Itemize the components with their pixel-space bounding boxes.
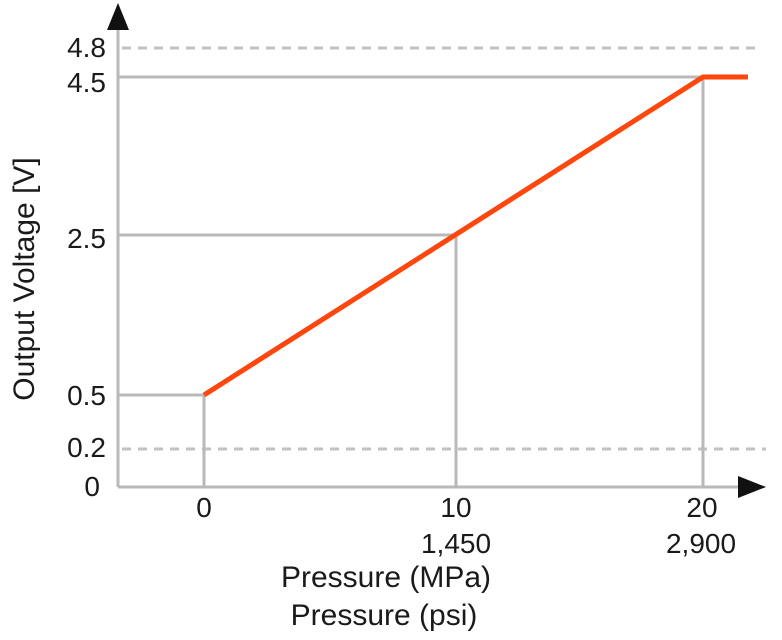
y-tick-label: 4.5 — [67, 67, 106, 98]
y-axis-title: Output Voltage [V] — [8, 157, 41, 401]
x-tick-label: 1,450 — [420, 528, 492, 559]
x-axis-title-mpa: Pressure (MPa) — [280, 561, 492, 594]
output-voltage-line — [202, 74, 748, 398]
y-axis-arrow-icon — [107, 3, 129, 30]
x-tick-label: 10 — [440, 492, 472, 523]
y-tick-label: 0 — [84, 471, 100, 502]
y-tick-label: 4.8 — [67, 32, 106, 63]
x-tick-label: 2,900 — [665, 528, 737, 559]
x-tick-label: 20 — [686, 492, 718, 523]
y-tick-label: 0.2 — [67, 432, 106, 463]
y-tick-label: 2.5 — [67, 223, 106, 254]
y-tick-label: 0.5 — [67, 380, 106, 411]
x-axis-title-psi: Pressure (psi) — [290, 599, 478, 632]
x-axis-arrow-icon — [738, 476, 766, 498]
x-tick-label: 0 — [196, 492, 212, 523]
